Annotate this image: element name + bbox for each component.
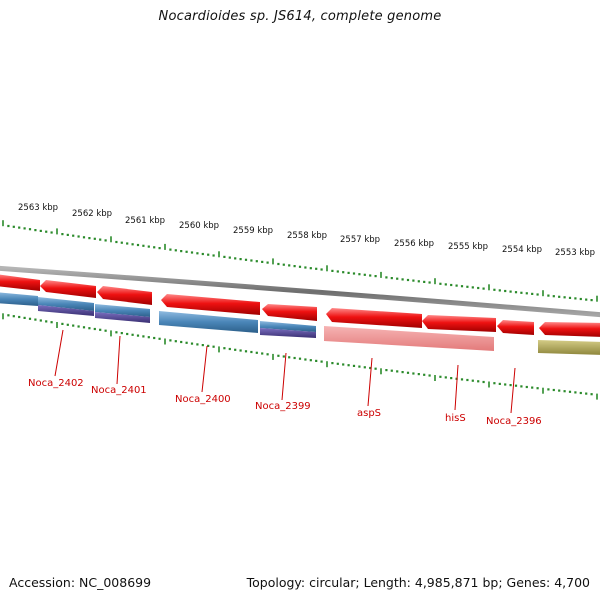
label-leader-lines — [54, 329, 516, 414]
scale-label: 2557 kbp — [340, 235, 380, 245]
scale-label: 2561 kbp — [125, 216, 165, 226]
scale-label: 2553 kbp — [555, 248, 595, 258]
scale-label: 2559 kbp — [233, 226, 273, 236]
gene-block-reverse[interactable] — [0, 292, 38, 306]
gene-arrow-forward[interactable] — [0, 274, 40, 291]
scale-labels: 2563 kbp 2562 kbp 2561 kbp 2560 kbp 2559… — [18, 203, 595, 258]
scale-label: 2556 kbp — [394, 239, 434, 249]
gene-label[interactable]: hisS — [445, 413, 466, 424]
gene-arrow-forward[interactable] — [326, 308, 422, 328]
gene-block-reverse[interactable] — [38, 297, 94, 311]
scale-label: 2554 kbp — [502, 245, 542, 255]
scale-label: 2558 kbp — [287, 231, 327, 241]
leader-line — [454, 364, 459, 411]
leader-line — [367, 357, 373, 407]
gene-arrow-forward[interactable] — [422, 315, 496, 332]
map-title: Nocardioides sp. JS614, complete genome — [158, 9, 442, 24]
leader-line — [510, 367, 516, 414]
gene-arrow-forward[interactable] — [539, 322, 600, 337]
gene-label[interactable]: Noca_2401 — [91, 385, 147, 396]
leader-line — [116, 335, 121, 385]
leader-line — [281, 352, 287, 401]
genome-backbone — [0, 265, 600, 318]
gene-block-reverse[interactable] — [260, 321, 316, 332]
leader-line — [201, 345, 208, 393]
gene-block-reverse[interactable] — [324, 326, 494, 351]
gene-arrow-forward[interactable] — [161, 294, 260, 315]
gene-arrow-forward[interactable] — [97, 286, 152, 305]
gene-label[interactable]: Noca_2402 — [28, 378, 84, 389]
scale-label: 2562 kbp — [72, 209, 112, 219]
gene-label[interactable]: Noca_2400 — [175, 394, 231, 405]
gene-arrow-forward[interactable] — [262, 304, 317, 321]
accession-text: Accession: NC_008699 — [9, 575, 152, 590]
topology-text: Topology: circular; Length: 4,985,871 bp… — [246, 575, 590, 590]
gene-label[interactable]: Noca_2396 — [486, 416, 542, 427]
scale-label: 2563 kbp — [18, 203, 58, 213]
leader-line — [54, 329, 64, 377]
scale-ticks-lower — [2, 313, 598, 400]
gene-block-reverse[interactable] — [260, 328, 316, 338]
gene-block-reverse[interactable] — [38, 305, 94, 316]
gene-label[interactable]: aspS — [357, 408, 381, 419]
gene-arrow-forward[interactable] — [40, 280, 96, 298]
forward-strand-genes — [0, 274, 600, 337]
gene-block-reverse[interactable] — [95, 312, 150, 323]
gene-block-reverse[interactable] — [95, 304, 150, 317]
scale-ticks-upper — [2, 220, 598, 302]
gene-arrow-forward[interactable] — [497, 320, 534, 335]
reverse-strand-genes — [0, 292, 600, 355]
scale-label: 2555 kbp — [448, 242, 488, 252]
gene-label[interactable]: Noca_2399 — [255, 401, 311, 412]
scale-label: 2560 kbp — [179, 221, 219, 231]
gene-block-reverse[interactable] — [538, 340, 600, 355]
gene-block-reverse[interactable] — [159, 311, 258, 333]
gene-labels: Noca_2402 Noca_2401 Noca_2400 Noca_2399 … — [28, 378, 542, 427]
